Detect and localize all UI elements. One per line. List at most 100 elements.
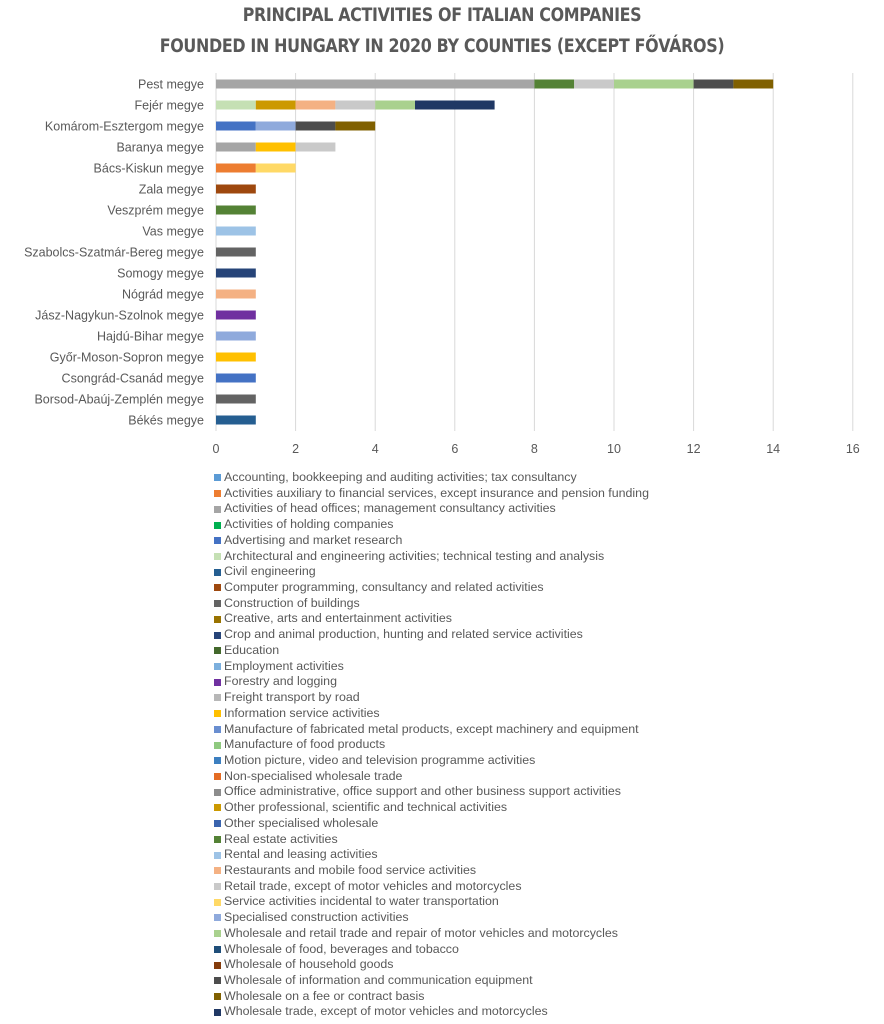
- legend-label: Motion picture, video and television pro…: [224, 752, 536, 767]
- chart-title-line-2: FOUNDED IN HUNGARY IN 2020 BY COUNTIES (…: [159, 36, 725, 57]
- legend-swatch: [214, 1008, 221, 1016]
- legend-item: Crop and animal production, hunting and …: [214, 627, 649, 643]
- bar-segment: [216, 142, 256, 152]
- category-label: Csongrád-Csanád megye: [62, 372, 204, 386]
- legend-item: Activities auxiliary to financial servic…: [214, 486, 649, 502]
- legend-swatch: [214, 741, 221, 749]
- category-label: Jász-Nagykun-Szolnok megye: [35, 309, 204, 323]
- x-tick-label: 14: [766, 442, 780, 456]
- legend-item: Freight transport by road: [214, 690, 649, 706]
- legend-swatch: [214, 490, 221, 498]
- category-label: Szabolcs-Szatmár-Bereg megye: [24, 246, 204, 260]
- x-tick-label: 10: [607, 442, 621, 456]
- legend-label: Construction of buildings: [224, 595, 360, 610]
- legend-swatch: [214, 600, 221, 608]
- bar-segment: [216, 184, 256, 194]
- legend-label: Restaurants and mobile food service acti…: [224, 862, 477, 877]
- legend-swatch: [214, 694, 221, 702]
- legend-swatch: [214, 647, 221, 655]
- legend-swatch: [214, 584, 221, 592]
- x-tick-label: 12: [687, 442, 701, 456]
- legend-item: Accounting, bookkeeping and auditing act…: [214, 470, 649, 486]
- legend-swatch: [214, 914, 221, 922]
- bar-segment: [574, 79, 614, 89]
- bar-segment: [375, 100, 415, 110]
- bar-segment: [335, 121, 376, 131]
- legend-item: Information service activities: [214, 706, 649, 722]
- legend-swatch: [214, 945, 221, 953]
- bar-segment: [534, 79, 575, 89]
- legend-item: Education: [214, 643, 649, 659]
- category-label: Baranya megye: [116, 141, 204, 155]
- legend-swatch: [214, 773, 221, 781]
- legend-label: Manufacture of fabricated metal products…: [224, 721, 639, 736]
- legend-item: Other professional, scientific and techn…: [214, 800, 649, 816]
- legend-swatch: [214, 505, 221, 513]
- legend-label: Retail trade, except of motor vehicles a…: [224, 878, 522, 893]
- legend-label: Freight transport by road: [224, 690, 360, 705]
- legend-swatch: [214, 678, 221, 686]
- legend-swatch: [214, 851, 221, 859]
- legend-swatch: [214, 961, 221, 969]
- bar-segment: [216, 205, 256, 215]
- legend-label: Service activities incidental to water t…: [224, 894, 499, 909]
- legend-swatch: [214, 898, 221, 906]
- bar-segment: [216, 352, 256, 362]
- category-label: Komárom-Esztergom megye: [45, 120, 204, 134]
- legend-swatch: [214, 537, 221, 545]
- x-tick-label: 6: [451, 442, 458, 456]
- legend-item: Advertising and market research: [214, 533, 649, 549]
- legend-item: Activities of holding companies: [214, 517, 649, 533]
- legend-label: Wholesale and retail trade and repair of…: [224, 925, 618, 940]
- chart-title-line-1: PRINCIPAL ACTIVITIES OF ITALIAN COMPANIE…: [242, 5, 642, 26]
- legend-item: Architectural and engineering activities…: [214, 549, 649, 565]
- legend-item: Office administrative, office support an…: [214, 784, 649, 800]
- legend-swatch: [214, 820, 221, 828]
- legend-swatch: [214, 725, 221, 733]
- category-label: Somogy megye: [117, 267, 204, 281]
- legend-item: Wholesale of household goods: [214, 957, 649, 973]
- legend-swatch: [214, 757, 221, 765]
- legend-label: Activities of head offices; management c…: [224, 501, 556, 516]
- legend-item: Forestry and logging: [214, 674, 649, 690]
- legend-label: Wholesale trade, except of motor vehicle…: [224, 1004, 548, 1019]
- category-labels: Pest megye Fejér megye Komárom-Esztergom m…: [24, 78, 204, 428]
- legend-label: Activities of holding companies: [224, 517, 394, 532]
- bar-segment: [295, 142, 336, 152]
- legend-swatch: [214, 662, 221, 670]
- bar-segment: [733, 79, 774, 89]
- legend-label: Crop and animal production, hunting and …: [224, 627, 583, 642]
- category-label: Zala megye: [139, 183, 204, 197]
- legend-item: Activities of head offices; management c…: [214, 501, 649, 517]
- legend-item: Restaurants and mobile food service acti…: [214, 863, 649, 879]
- category-label: Bács-Kiskun megye: [94, 162, 205, 176]
- legend-item: Real estate activities: [214, 832, 649, 848]
- legend-item: Employment activities: [214, 659, 649, 675]
- legend-label: Wholesale of food, beverages and tobacco: [224, 941, 459, 956]
- legend-label: Real estate activities: [224, 831, 338, 846]
- legend-label: Non-specialised wholesale trade: [224, 768, 403, 783]
- legend-label: Office administrative, office support an…: [224, 784, 621, 799]
- legend-swatch: [214, 474, 221, 482]
- x-tick-label: 4: [372, 442, 379, 456]
- bar-segment: [415, 100, 495, 110]
- bar-segment: [335, 100, 376, 110]
- legend-label: Wholesale of information and communicati…: [224, 973, 533, 987]
- legend-label: Information service activities: [224, 705, 380, 720]
- x-tick-label: 8: [531, 442, 538, 456]
- legend-item: Computer programming, consultancy and re…: [214, 580, 649, 596]
- bar-segment: [216, 121, 256, 131]
- bar-segment: [295, 121, 336, 131]
- legend-item: Other specialised wholesale: [214, 816, 649, 832]
- legend-item: Manufacture of fabricated metal products…: [214, 722, 649, 738]
- legend-label: Accounting, bookkeeping and auditing act…: [224, 470, 577, 484]
- legend-label: Architectural and engineering activities…: [224, 548, 605, 563]
- legend-swatch: [214, 710, 221, 718]
- legend-label: Wholesale of household goods: [224, 957, 394, 972]
- legend-item: Service activities incidental to water t…: [214, 894, 649, 910]
- legend-item: Creative, arts and entertainment activit…: [214, 611, 649, 627]
- legend-label: Forestry and logging: [224, 674, 337, 689]
- legend-swatch: [214, 552, 221, 560]
- chart-title: PRINCIPAL ACTIVITIES OF ITALIAN COMPANIE…: [62, 0, 822, 62]
- legend-label: Manufacture of food products: [224, 737, 386, 752]
